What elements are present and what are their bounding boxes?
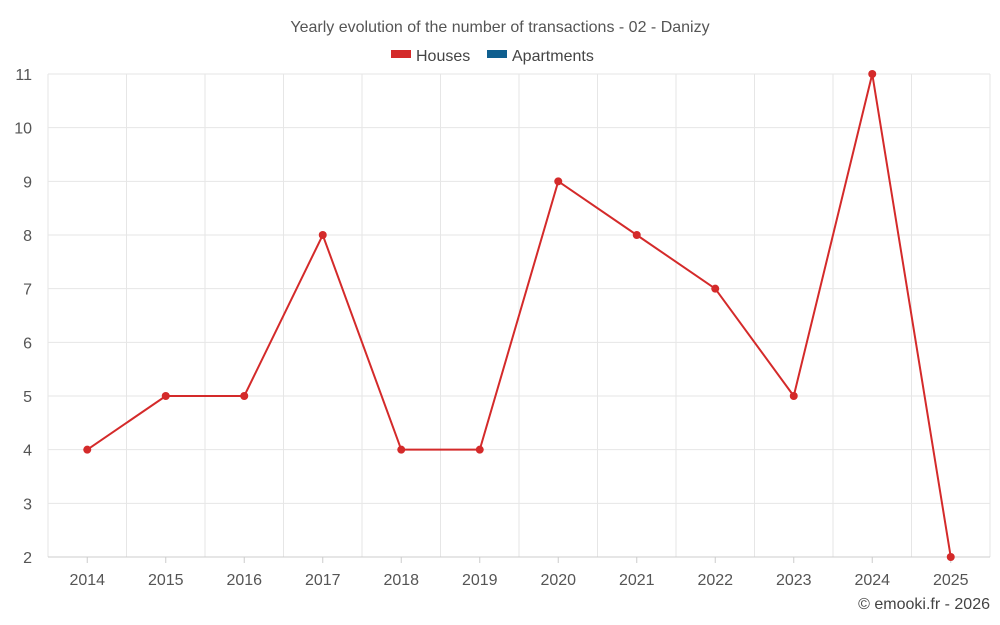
x-tick-label: 2022 [697, 572, 733, 589]
series-houses [83, 70, 955, 561]
x-axis-ticks: 2014 2015 2016 2017 2018 2019 2020 2021 2022 2023… [69, 557, 969, 589]
y-tick-label: 9 [23, 174, 32, 191]
chart-title: Yearly evolution of the number of transa… [290, 19, 709, 36]
x-tick-label: 2024 [854, 572, 890, 589]
y-tick-label: 6 [23, 335, 32, 352]
copyright-footer: © emooki.fr - 2026 [858, 596, 990, 613]
y-tick-label: 8 [23, 228, 32, 245]
legend-swatch-apartments [487, 50, 507, 58]
y-tick-label: 7 [23, 282, 32, 299]
x-tick-label: 2025 [933, 572, 969, 589]
legend-label-apartments[interactable]: Apartments [512, 48, 594, 65]
data-point-2019[interactable] [475, 445, 484, 454]
x-tick-label: 2017 [305, 572, 341, 589]
x-tick-label: 2023 [776, 572, 812, 589]
data-point-2022[interactable] [711, 284, 720, 293]
y-tick-label: 5 [23, 389, 32, 406]
vertical-gridlines [47, 74, 991, 557]
x-tick-label: 2016 [226, 572, 262, 589]
x-tick-label: 2021 [619, 572, 655, 589]
data-point-2018[interactable] [397, 445, 406, 454]
y-tick-label: 10 [14, 121, 32, 138]
x-tick-label: 2018 [383, 572, 419, 589]
x-tick-label: 2019 [462, 572, 498, 589]
data-point-2023[interactable] [789, 392, 798, 400]
y-axis-ticks: 2 3 4 5 6 7 8 9 10 11 [14, 67, 32, 567]
y-tick-label: 11 [15, 67, 32, 84]
data-point-2017[interactable] [318, 231, 327, 239]
legend-label-houses[interactable]: Houses [416, 48, 470, 65]
legend-swatch-houses [391, 50, 411, 58]
data-point-2020[interactable] [554, 177, 563, 186]
data-point-2016[interactable] [240, 392, 249, 400]
x-tick-label: 2020 [540, 572, 576, 589]
series-line-houses [86, 73, 952, 558]
x-tick-label: 2015 [148, 572, 184, 589]
horizontal-gridlines [48, 73, 990, 504]
y-tick-label: 2 [23, 550, 32, 567]
y-tick-label: 4 [23, 443, 32, 460]
data-point-2014[interactable] [83, 445, 92, 454]
legend: Houses Apartments [391, 48, 594, 65]
data-point-2025[interactable] [946, 553, 955, 561]
y-tick-label: 3 [23, 496, 32, 513]
data-point-2024[interactable] [868, 70, 877, 78]
data-point-2015[interactable] [161, 392, 170, 400]
x-tick-label: 2014 [69, 572, 105, 589]
data-point-2021[interactable] [632, 231, 641, 239]
